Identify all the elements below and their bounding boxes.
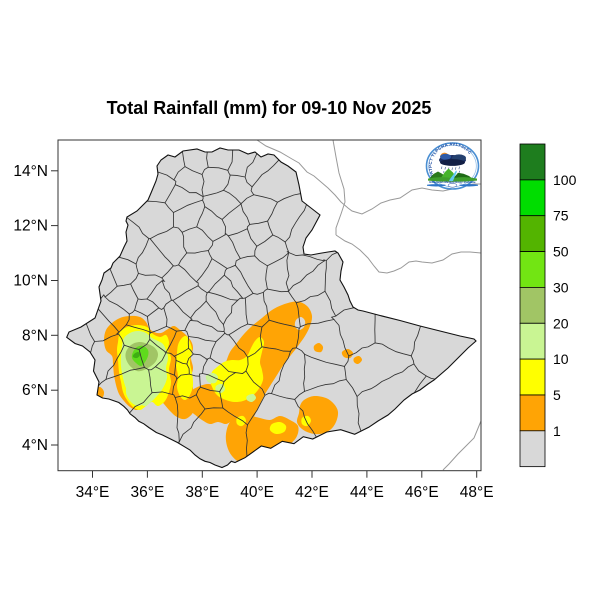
svg-text:1: 1 — [553, 423, 561, 439]
svg-text:Total Rainfall (mm) for 09-10: Total Rainfall (mm) for 09-10 Nov 2025 — [107, 98, 432, 118]
svg-text:Ethiopian Meteorology Institut: Ethiopian Meteorology Institute — [429, 180, 476, 184]
svg-text:10: 10 — [553, 351, 569, 367]
svg-text:8°N: 8°N — [22, 327, 48, 344]
svg-text:42°E: 42°E — [295, 484, 329, 501]
svg-text:34°E: 34°E — [76, 484, 110, 501]
svg-text:50: 50 — [553, 244, 569, 260]
svg-text:38°E: 38°E — [185, 484, 219, 501]
svg-text:10°N: 10°N — [13, 273, 48, 290]
svg-text:36°E: 36°E — [131, 484, 165, 501]
svg-text:30: 30 — [553, 279, 569, 295]
svg-text:5: 5 — [553, 387, 561, 403]
svg-text:6°N: 6°N — [22, 382, 48, 399]
svg-text:48°E: 48°E — [460, 484, 494, 501]
svg-text:4°N: 4°N — [22, 437, 48, 454]
svg-text:14°N: 14°N — [13, 163, 48, 180]
svg-text:100: 100 — [553, 172, 577, 188]
svg-text:75: 75 — [553, 208, 569, 224]
svg-text:44°E: 44°E — [350, 484, 384, 501]
svg-text:46°E: 46°E — [405, 484, 439, 501]
svg-text:12°N: 12°N — [13, 218, 48, 235]
svg-text:20: 20 — [553, 315, 569, 331]
svg-text:40°E: 40°E — [240, 484, 274, 501]
